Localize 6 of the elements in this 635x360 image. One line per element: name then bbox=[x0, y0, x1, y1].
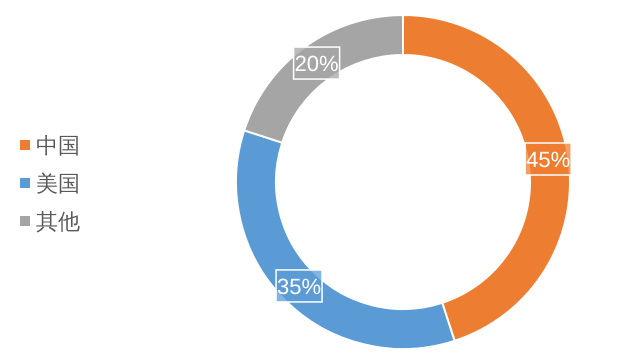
legend-label: 中国 bbox=[36, 133, 80, 158]
data-label: 45% bbox=[526, 147, 570, 172]
data-label: 35% bbox=[277, 274, 322, 299]
data-label: 20% bbox=[294, 51, 339, 76]
legend-label: 其他 bbox=[36, 209, 80, 234]
legend-label: 美国 bbox=[36, 171, 80, 196]
